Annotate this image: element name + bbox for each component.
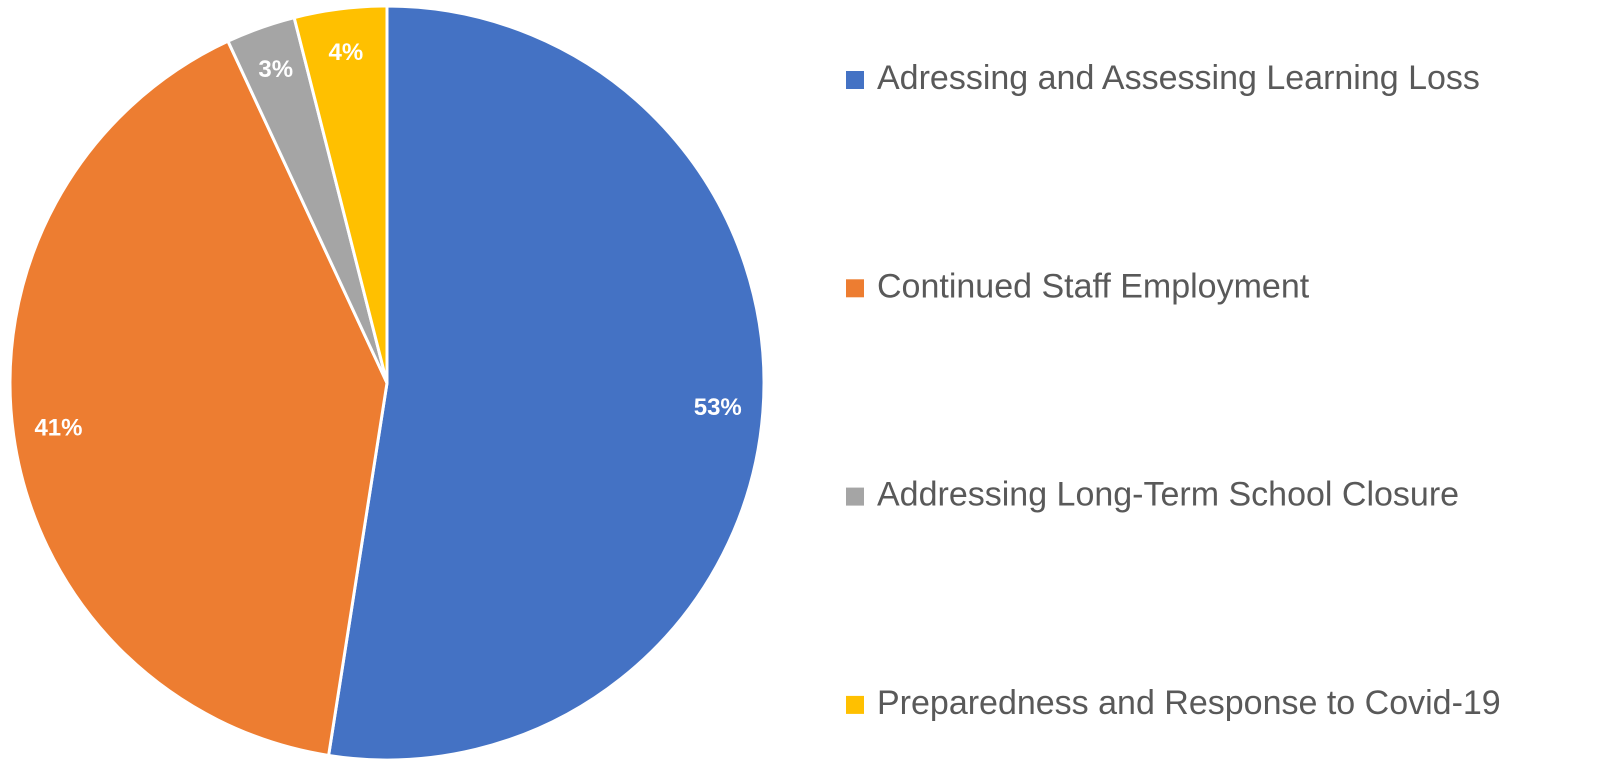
legend-label: Continued Staff Employment (877, 267, 1310, 305)
legend-swatch (846, 279, 864, 298)
data-label: 53% (694, 394, 742, 421)
pie-slice (292, 4, 389, 384)
legend-label: Preparedness and Response to Covid-19 (877, 684, 1501, 722)
legend-swatch (846, 487, 864, 506)
data-label: 4% (328, 39, 363, 66)
data-label: 3% (258, 56, 293, 83)
legend-swatch (846, 71, 864, 89)
pie-slice (326, 4, 766, 762)
pie-slice (8, 39, 389, 758)
data-label: 41% (34, 415, 82, 442)
legend-swatch (846, 695, 864, 714)
legend-label: Addressing Long-Term School Closure (877, 476, 1459, 514)
legend-label: Adressing and Assessing Learning Loss (877, 59, 1480, 97)
